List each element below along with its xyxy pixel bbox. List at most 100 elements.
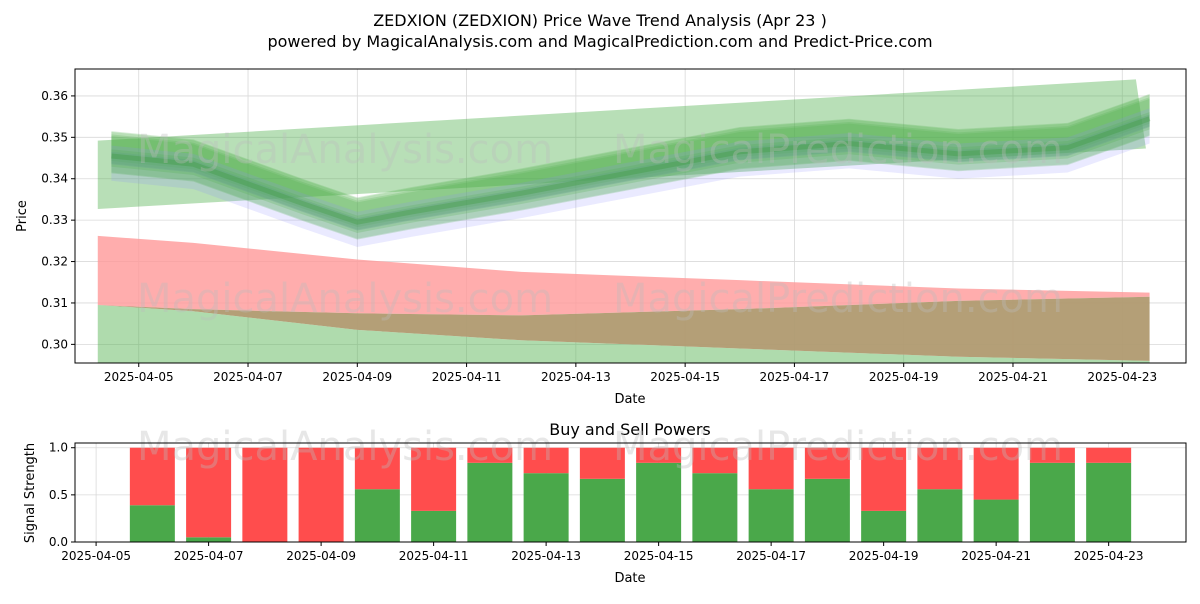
price-plot-frame [74, 68, 1187, 364]
signal-x-tick-label-4: 2025-04-13 [511, 549, 581, 563]
price-x-tick-label-1: 2025-04-07 [213, 370, 283, 384]
sell-bar-2025-04-23 [1086, 447, 1132, 463]
watermark-analysis-2: MagicalAnalysis.com [137, 276, 553, 322]
buy-bar-2025-04-21 [973, 499, 1019, 542]
buy-bar-2025-04-11 [411, 510, 457, 542]
signal-plot-frame [74, 442, 1187, 543]
signal-chart-title: Buy and Sell Powers [549, 420, 711, 439]
price-watermarks: MagicalAnalysis.com MagicalPrediction.co… [137, 127, 1063, 322]
sell-bar-2025-04-12 [467, 447, 513, 463]
signal-y-ticks: 0.0 0.5 1.0 [49, 441, 75, 549]
wave-band-0 [111, 93, 1150, 239]
price-x-tick-label-6: 2025-04-17 [760, 370, 830, 384]
signal-chart: Buy and Sell Powers MagicalAnalysis.com … [23, 420, 1187, 586]
signal-watermarks: MagicalAnalysis.com MagicalPrediction.co… [137, 424, 1063, 470]
sell-bar-2025-04-17 [748, 447, 794, 490]
signal-x-tick-label-8: 2025-04-21 [961, 549, 1031, 563]
buy-bar-2025-04-18 [804, 478, 850, 542]
lower-green-band [97, 305, 1150, 363]
sell-bar-2025-04-18 [804, 447, 850, 479]
signal-x-tick-label-1: 2025-04-07 [174, 549, 244, 563]
sell-bar-2025-04-22 [1029, 447, 1075, 463]
sell-bar-2025-04-06 [129, 447, 175, 506]
signal-bars [129, 447, 1132, 542]
overlap-band [97, 296, 1150, 361]
signal-x-tick-label-2: 2025-04-09 [286, 549, 356, 563]
watermark-prediction-2: MagicalPrediction.com [613, 276, 1063, 322]
price-x-tick-label-0: 2025-04-05 [104, 370, 174, 384]
price-x-tick-label-7: 2025-04-19 [869, 370, 939, 384]
signal-x-ticks: 2025-04-05 2025-04-07 2025-04-09 2025-04-11… [61, 542, 1144, 563]
price-x-tick-label-2: 2025-04-09 [322, 370, 392, 384]
sell-bar-2025-04-21 [973, 447, 1019, 500]
buy-bar-2025-04-13 [523, 473, 569, 542]
price-x-tick-label-9: 2025-04-23 [1087, 370, 1157, 384]
price-chart: MagicalAnalysis.com MagicalPrediction.co… [15, 68, 1187, 407]
sell-bar-2025-04-15 [636, 447, 682, 463]
signal-x-tick-label-9: 2025-04-23 [1074, 549, 1144, 563]
price-x-ticks: 2025-04-05 2025-04-07 2025-04-09 2025-04-11… [104, 363, 1157, 384]
buy-bar-2025-04-23 [1086, 462, 1132, 542]
buy-bar-2025-04-20 [917, 489, 963, 542]
wave-band-2 [111, 114, 1150, 248]
sell-bar-2025-04-20 [917, 447, 963, 490]
wave-band-5 [111, 98, 1150, 240]
price-x-axis-label: Date [614, 392, 645, 407]
sell-bar-2025-04-14 [579, 447, 625, 479]
signal-x-tick-label-0: 2025-04-05 [61, 549, 131, 563]
signal-x-axis-label: Date [614, 571, 645, 586]
signal-y-axis-label: Signal Strength [23, 443, 38, 543]
signal-y-tick-label-2: 1.0 [49, 441, 68, 455]
sell-bar-2025-04-07 [186, 447, 232, 538]
watermark-analysis-3: MagicalAnalysis.com [137, 424, 553, 470]
price-x-tick-label-5: 2025-04-15 [650, 370, 720, 384]
buy-bar-2025-04-16 [692, 473, 738, 542]
price-y-axis-label: Price [15, 200, 30, 232]
buy-bar-2025-04-22 [1029, 462, 1075, 542]
wave-band-4 [111, 114, 1150, 231]
sell-bar-2025-04-13 [523, 447, 569, 474]
buy-bar-2025-04-06 [129, 505, 175, 542]
signal-x-tick-label-6: 2025-04-17 [736, 549, 806, 563]
sell-bar-2025-04-11 [411, 447, 457, 511]
buy-bar-2025-04-10 [354, 489, 400, 542]
figure-title: ZEDXION (ZEDXION) Price Wave Trend Analy… [373, 11, 827, 30]
price-y-ticks: 0.30 0.31 0.32 0.33 0.34 0.35 0.36 [41, 89, 75, 351]
price-y-tick-label-1: 0.31 [41, 296, 68, 310]
signal-x-tick-label-5: 2025-04-15 [624, 549, 694, 563]
buy-bar-2025-04-15 [636, 462, 682, 542]
buy-bar-2025-04-07 [186, 537, 232, 542]
signal-x-tick-label-3: 2025-04-11 [399, 549, 469, 563]
wave-line [111, 116, 1151, 225]
price-y-tick-label-5: 0.35 [41, 130, 68, 144]
signal-y-tick-label-0: 0.0 [49, 535, 68, 549]
sell-bar-2025-04-08 [242, 447, 288, 542]
watermark-prediction-1: MagicalPrediction.com [613, 127, 1063, 173]
buy-bar-2025-04-14 [579, 478, 625, 542]
price-y-tick-label-0: 0.30 [41, 337, 68, 351]
wave-band-6 [111, 108, 1150, 231]
price-y-tick-label-4: 0.34 [41, 172, 68, 186]
red-band [97, 235, 1150, 316]
figure-subtitle: powered by MagicalAnalysis.com and Magic… [267, 32, 932, 51]
watermark-analysis-1: MagicalAnalysis.com [137, 127, 553, 173]
signal-y-tick-label-1: 0.5 [49, 488, 68, 502]
price-y-tick-label-2: 0.32 [41, 255, 68, 269]
sell-bar-2025-04-16 [692, 447, 738, 474]
price-y-tick-label-3: 0.33 [41, 213, 68, 227]
watermark-prediction-3: MagicalPrediction.com [613, 424, 1063, 470]
buy-bar-2025-04-12 [467, 462, 513, 542]
wave-band-7 [111, 112, 1150, 233]
wave-band-1 [111, 97, 1150, 230]
buy-bar-2025-04-17 [748, 489, 794, 542]
price-bands [97, 79, 1151, 363]
buy-bar-2025-04-19 [861, 510, 907, 542]
wave-band-3 [111, 94, 1150, 228]
price-x-tick-label-3: 2025-04-11 [432, 370, 502, 384]
price-x-tick-label-8: 2025-04-21 [978, 370, 1048, 384]
sell-bar-2025-04-19 [861, 447, 907, 511]
sell-bar-2025-04-10 [354, 447, 400, 490]
signal-x-tick-label-7: 2025-04-19 [849, 549, 919, 563]
